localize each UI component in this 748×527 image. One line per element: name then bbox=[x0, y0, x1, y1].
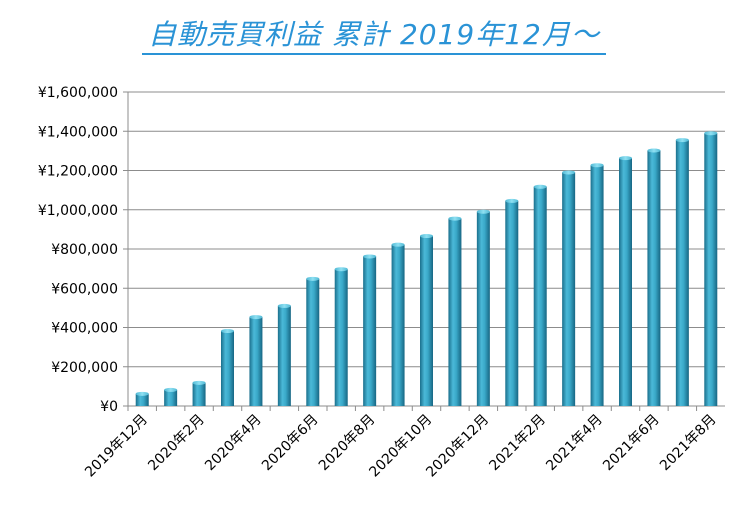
bar bbox=[334, 267, 348, 406]
x-tick-label: 2021年6月 bbox=[600, 412, 663, 475]
bar-body bbox=[647, 150, 661, 406]
bar-body bbox=[135, 393, 149, 406]
bar bbox=[619, 156, 632, 406]
bar-cap bbox=[192, 380, 206, 385]
bar-body bbox=[420, 236, 433, 406]
bar-body bbox=[363, 256, 377, 406]
bar-body bbox=[675, 140, 689, 407]
bar-body bbox=[562, 172, 576, 406]
bar-body bbox=[533, 186, 547, 406]
bar bbox=[363, 254, 377, 406]
bar-body bbox=[221, 331, 234, 406]
bar-cap bbox=[334, 267, 348, 272]
bar-cap bbox=[249, 315, 263, 320]
y-axis-tick-labels: ¥0 ¥200,000 ¥400,000 ¥600,000 ¥800,000 ¥1,000… bbox=[38, 85, 118, 415]
x-tick-label: 2020年6月 bbox=[259, 412, 322, 475]
bar bbox=[448, 216, 462, 406]
bar bbox=[505, 198, 519, 406]
x-tick-label: 2020年2月 bbox=[145, 412, 208, 475]
bar-cap bbox=[505, 198, 519, 203]
bar-cap bbox=[420, 234, 433, 239]
x-tick-label: 2021年2月 bbox=[486, 412, 549, 475]
bar-body bbox=[476, 211, 490, 406]
bar-cap bbox=[704, 131, 718, 136]
y-tick-label: ¥1,600,000 bbox=[38, 85, 118, 101]
bar-cap bbox=[647, 148, 661, 153]
y-tick-label: ¥0 bbox=[100, 399, 118, 415]
bar bbox=[249, 315, 263, 406]
bar-body bbox=[249, 317, 263, 406]
x-tick-label: 2019年12月 bbox=[82, 412, 151, 481]
bar-cap bbox=[675, 138, 689, 143]
bar-cap bbox=[391, 242, 405, 247]
bar-cap bbox=[476, 209, 490, 214]
bar-body bbox=[277, 305, 291, 406]
bar-cap bbox=[363, 254, 377, 259]
bar-body bbox=[505, 200, 519, 406]
bar bbox=[277, 303, 291, 406]
bar-body bbox=[704, 133, 718, 406]
x-axis-tick-labels: 2019年12月2020年2月2020年4月2020年6月2020年8月2020… bbox=[82, 412, 719, 481]
bar-cap bbox=[221, 329, 234, 334]
y-tick-label: ¥1,000,000 bbox=[38, 203, 118, 219]
bar-cap bbox=[277, 303, 291, 308]
bar-body bbox=[619, 158, 632, 406]
chart-title: 自動売買利益 累計 2019年12月～ bbox=[0, 18, 748, 55]
bar-body bbox=[164, 389, 178, 406]
y-tick-label: ¥1,200,000 bbox=[38, 164, 118, 180]
bar bbox=[306, 276, 320, 406]
bar bbox=[533, 184, 547, 406]
bar-body bbox=[590, 165, 604, 406]
bar-cap bbox=[135, 391, 149, 396]
bar bbox=[704, 131, 718, 406]
x-tick-label: 2021年4月 bbox=[543, 412, 606, 475]
bar-cap bbox=[164, 387, 178, 392]
bar bbox=[647, 148, 661, 406]
y-tick-label: ¥600,000 bbox=[51, 281, 118, 297]
bar bbox=[135, 391, 149, 406]
bar bbox=[391, 242, 405, 406]
bar bbox=[221, 329, 234, 406]
bar-body bbox=[448, 218, 462, 406]
chart-title-text: 自動売買利益 累計 2019年12月～ bbox=[142, 18, 606, 55]
y-tick-label: ¥1,400,000 bbox=[38, 124, 118, 140]
bar bbox=[164, 387, 178, 406]
bar bbox=[675, 138, 689, 407]
bar bbox=[590, 163, 604, 406]
bar-body bbox=[306, 278, 320, 406]
bar-cap bbox=[619, 156, 632, 161]
y-tick-label: ¥800,000 bbox=[51, 242, 118, 258]
bar-cap bbox=[562, 170, 576, 175]
bars bbox=[135, 131, 718, 407]
bar-cap bbox=[590, 163, 604, 168]
x-tick-label: 2020年4月 bbox=[202, 412, 265, 475]
bar bbox=[420, 234, 433, 406]
x-tick-label: 2020年8月 bbox=[316, 412, 379, 475]
bar-body bbox=[391, 244, 405, 406]
y-tick-label: ¥400,000 bbox=[51, 321, 118, 337]
x-tick-label: 2021年8月 bbox=[657, 412, 720, 475]
bar-body bbox=[334, 269, 348, 406]
bar-cap bbox=[533, 184, 547, 189]
bar-body bbox=[192, 382, 206, 406]
bar bbox=[476, 209, 490, 406]
bar bbox=[192, 380, 206, 406]
y-tick-label: ¥200,000 bbox=[51, 360, 118, 376]
bar bbox=[562, 170, 576, 406]
bar-cap bbox=[448, 216, 462, 221]
bar-cap bbox=[306, 276, 320, 281]
